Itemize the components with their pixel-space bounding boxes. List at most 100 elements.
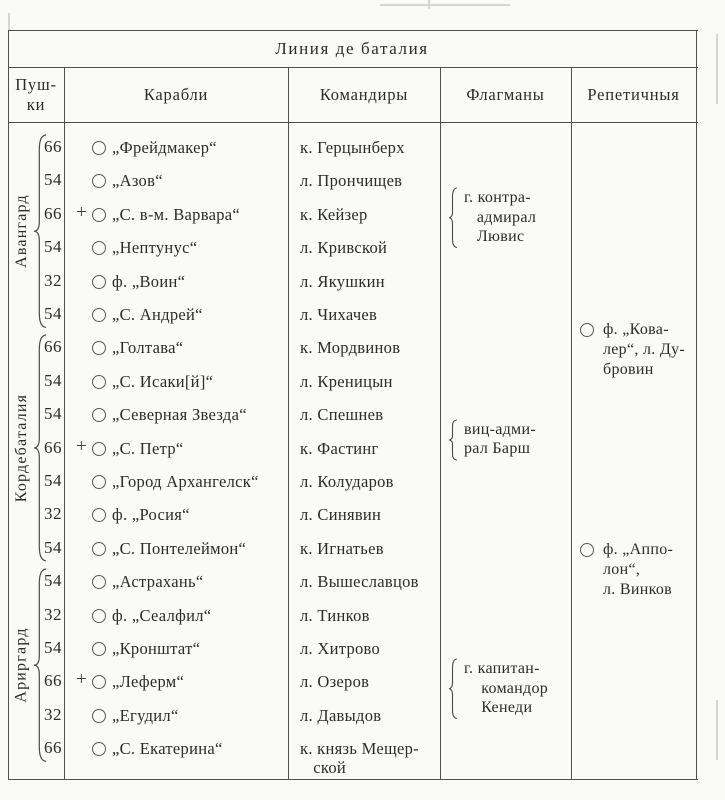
scan-artifact [8, 13, 10, 30]
table-row: 54 „Северная Звезда“ л. Спешнев [0, 398, 725, 431]
scan-artifact [428, 0, 430, 9]
column-header-guns: Пуш- ки [15, 75, 57, 114]
commander-name: к. Кейзер [300, 204, 368, 224]
repeater-name: ф. „Кова- лер“, л. Ду- бровин [603, 320, 686, 378]
commander-name: к. Мордвинов [300, 338, 401, 358]
column-header-flagmans: Флагманы [466, 85, 545, 104]
commander-name: л. Спешнев [300, 405, 384, 425]
ship-icon [580, 322, 594, 337]
gun-count: 66 [44, 738, 62, 758]
ship-icon [92, 642, 106, 656]
commander-name: л. Вышеславцов [300, 572, 419, 592]
ship-name: „Азов“ [112, 171, 163, 191]
ship-name: „Нептунус“ [112, 238, 198, 258]
repeater-name: ф. „Аппо- лон“, л. Винков [603, 541, 674, 599]
flagship-cross-icon: + [76, 435, 87, 457]
ship-name: „Егудил“ [112, 705, 179, 725]
ship-icon [92, 742, 106, 757]
ship-icon [92, 608, 106, 623]
ship-name: „Фрейдмакер“ [112, 138, 217, 157]
gun-count: 66 [44, 203, 62, 223]
commander-name: л. Якушкин [300, 271, 385, 291]
table-row: 66 „С. Екатерина“ к. князь Мещер- ской [0, 732, 725, 777]
table-row: 66 + „Леферм“ л. Озеров [0, 665, 725, 698]
commander-name: л. Синявин [300, 505, 382, 525]
ship-icon [92, 141, 106, 155]
column-divider [64, 67, 66, 779]
group-brace [33, 334, 48, 562]
gun-count: 54 [44, 571, 62, 591]
table-row: 32 ф. „Росия“ л. Синявин [0, 498, 725, 531]
repeater-entry: ф. „Кова- лер“, л. Ду- бровин [580, 320, 692, 380]
table-row: 32 ф. „Воин“ л. Якушкин [0, 265, 725, 298]
commander-name: к. Герцынберх [300, 138, 405, 157]
flagman-name: г. капитан- командор Кенеди [464, 660, 549, 717]
column-divider [571, 67, 573, 779]
ship-name: „С. Екатерина“ [112, 739, 223, 759]
ship-icon [92, 708, 106, 723]
table-border-right [696, 30, 698, 780]
table-row: 54 „Нептунус“ л. Кривской [0, 231, 725, 264]
ship-name: „Голтава“ [112, 338, 184, 358]
ship-name: „Леферм“ [112, 672, 185, 692]
scan-artifact [380, 4, 510, 6]
ship-name: „Город Архангелск“ [112, 472, 259, 491]
gun-count: 54 [44, 638, 62, 657]
gun-count: 66 [44, 337, 62, 357]
ship-icon [92, 207, 106, 222]
commander-name: л. Хитрово [300, 639, 381, 658]
gun-count: 66 [44, 137, 62, 156]
table-row: 54 „С. Понтелеймон“ к. Игнатьев [0, 532, 725, 565]
table-row: 54 „С. Андрей“ л. Чихачев [0, 298, 725, 331]
commander-name: л. Кривской [300, 238, 388, 258]
ship-icon [92, 174, 106, 189]
repeater-entry: ф. „Аппо- лон“, л. Винков [580, 540, 692, 600]
ship-icon [92, 308, 106, 322]
ship-icon [92, 475, 106, 489]
table-row: 66 + „С. в-м. Варвара“ к. Кейзер [0, 198, 725, 231]
ship-name: „С. Петр“ [112, 438, 184, 458]
group-brace [33, 568, 48, 763]
gun-count: 54 [44, 170, 62, 190]
ship-name: „Астрахань“ [112, 572, 204, 592]
gun-count: 32 [44, 704, 62, 724]
commander-name: л. Озеров [300, 672, 370, 692]
gun-count: 54 [44, 404, 62, 424]
ship-icon [92, 541, 106, 556]
flagship-cross-icon: + [76, 669, 87, 691]
table-border-bottom [8, 779, 698, 781]
scan-artifact [716, 700, 718, 760]
gun-count: 66 [44, 671, 62, 691]
table-title: Линия де баталия [275, 39, 429, 58]
gun-count: 32 [44, 270, 62, 290]
ship-icon [92, 341, 106, 356]
ship-name: „С. Андрей“ [112, 305, 203, 324]
ship-icon [92, 575, 106, 590]
flagman-entry: виц-адми- рал Барш [448, 419, 568, 461]
flagman-entry: г. капитан- командор Кенеди [448, 658, 568, 720]
ship-name: ф. „Сеалфил“ [112, 605, 212, 625]
ship-icon [92, 408, 106, 423]
flagman-name: виц-адми- рал Барш [464, 420, 536, 458]
header-rule [8, 122, 698, 124]
table-row: 66 „Фрейдмакер“ к. Герцынберх [0, 131, 725, 164]
table-row: 54 „Кронштат“ л. Хитрово [0, 632, 725, 665]
commander-name: л. Давыдов [300, 705, 382, 725]
commander-name: к. Фастинг [300, 438, 379, 458]
commander-name: л. Креницын [300, 371, 393, 391]
ship-name: „Кронштат“ [112, 639, 201, 658]
ship-icon [92, 508, 106, 523]
gun-count: 32 [44, 504, 62, 524]
table-border-top [8, 30, 698, 32]
gun-count: 54 [44, 237, 62, 257]
gun-count: 54 [44, 370, 62, 390]
ship-icon [92, 274, 106, 289]
flagship-cross-icon: + [76, 201, 87, 223]
table-row: 32 „Егудил“ л. Давыдов [0, 699, 725, 732]
table-row: 66 + „С. Петр“ к. Фастинг [0, 432, 725, 465]
group-brace [33, 134, 48, 328]
flagman-entry: г. контра- адмирал Лювис [448, 187, 568, 249]
table-row: 54 „С. Исаки[й]“ л. Креницын [0, 365, 725, 398]
